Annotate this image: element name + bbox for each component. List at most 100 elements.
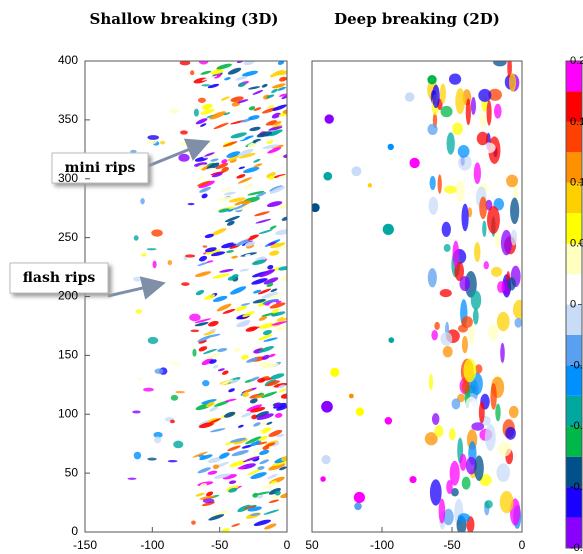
field-streak (226, 151, 241, 158)
field-blob (444, 185, 457, 194)
field-streak (269, 186, 286, 194)
field-blob (146, 248, 157, 251)
field-eddy (340, 343, 348, 351)
field-blob (133, 276, 143, 282)
field-streak (256, 441, 268, 445)
field-streak (228, 487, 238, 493)
field-streak (268, 126, 283, 131)
field-streak (224, 76, 231, 81)
field-blob (202, 498, 215, 504)
field-streak (242, 391, 249, 398)
field-blob (490, 383, 497, 410)
field-streak (270, 121, 282, 126)
field-streak (249, 398, 258, 404)
field-streak (279, 76, 287, 82)
field-blob (431, 329, 438, 341)
field-streak (208, 514, 225, 521)
field-streak (250, 472, 267, 480)
colorbar-band (566, 91, 582, 122)
field-streak (253, 519, 271, 526)
field-streak (276, 433, 285, 438)
field-eddy (409, 157, 420, 169)
field-streak (197, 261, 210, 267)
colorbar-tick-label: 0.15 (570, 116, 583, 128)
field-streak (272, 174, 286, 179)
field-streak (204, 294, 216, 300)
field-streak (209, 406, 219, 412)
field-eddy (382, 223, 394, 235)
field-blob (167, 259, 173, 266)
annotation-box (51, 152, 149, 184)
field-streak (247, 142, 257, 148)
field-blob (507, 277, 516, 291)
field-streak (195, 289, 205, 296)
field-streak (224, 215, 240, 223)
field-streak (270, 373, 285, 380)
field-streak (254, 211, 270, 217)
field-streak (258, 345, 275, 353)
field-streak (244, 253, 251, 257)
field-streak (274, 402, 281, 407)
field-streak (209, 359, 217, 364)
field-streak (210, 69, 224, 75)
colorbar-band (566, 61, 582, 92)
field-streak (253, 289, 262, 294)
field-blob (512, 299, 522, 320)
field-streak (258, 435, 268, 441)
field-blob (482, 220, 487, 237)
field-blob (431, 413, 440, 425)
field-streak (257, 466, 265, 470)
field-streak (242, 311, 255, 318)
field-streak (263, 509, 280, 515)
field-blob (135, 98, 145, 105)
field-streak (210, 428, 226, 433)
field-streak (265, 442, 276, 447)
field-streak (276, 405, 287, 411)
field-streak (273, 402, 287, 409)
field-streak (210, 158, 219, 162)
field-eddy (324, 114, 334, 124)
field-streak (201, 103, 213, 110)
field-blob (178, 153, 190, 162)
field-streak (208, 320, 219, 327)
field-blob (181, 282, 190, 286)
field-streak (278, 388, 287, 393)
colorbar-tick-label: -0.2 (570, 542, 583, 554)
field-streak (252, 298, 266, 304)
field-streak (268, 463, 286, 471)
field-streak (230, 286, 247, 295)
field-streak (221, 187, 232, 192)
field-blob (457, 513, 471, 523)
field-streak (241, 412, 253, 418)
colorbar-band (566, 517, 582, 548)
field-blob (443, 508, 454, 526)
field-streak (258, 449, 270, 456)
field-streak (256, 131, 273, 138)
field-streak (200, 123, 207, 127)
field-streak (251, 414, 258, 420)
field-blob (506, 174, 519, 188)
field-eddy (409, 476, 417, 484)
field-streak (197, 180, 211, 187)
field-blob (438, 498, 446, 524)
field-streak (213, 399, 224, 403)
field-streak (206, 418, 222, 425)
field-blob (184, 254, 196, 258)
field-streak (272, 144, 284, 150)
field-blob (151, 512, 156, 520)
field-blob (443, 243, 451, 252)
field-streak (221, 166, 230, 173)
field-streak (265, 120, 277, 126)
arrow (107, 276, 166, 300)
field-blob (459, 453, 467, 471)
field-blob (485, 168, 498, 192)
field-streak (207, 83, 220, 89)
y-tick-label: 200 (58, 289, 78, 303)
field-blob (427, 268, 437, 288)
field-streak (237, 424, 244, 428)
field-blob (442, 345, 453, 358)
field-streak (254, 394, 265, 399)
field-streak (223, 191, 236, 196)
field-streak (267, 104, 274, 108)
field-streak (235, 305, 248, 312)
